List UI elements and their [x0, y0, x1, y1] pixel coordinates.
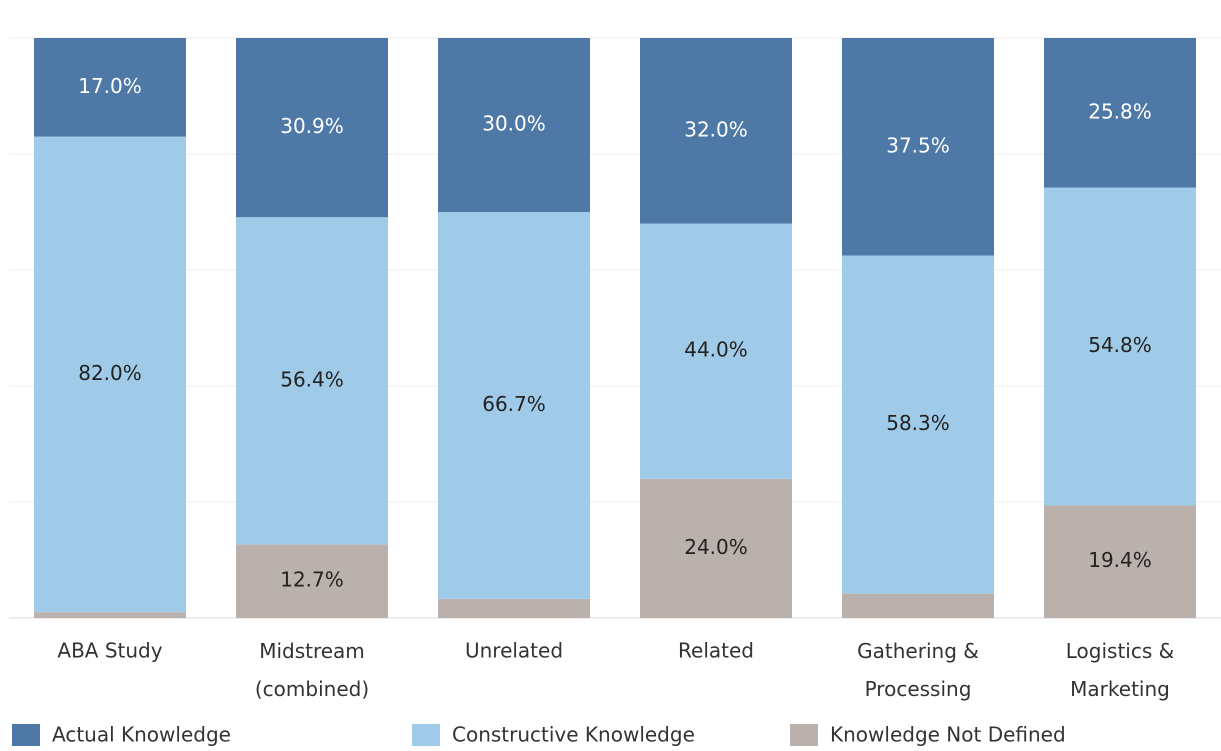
x-tick-label: Related [678, 639, 754, 663]
legend-swatch [12, 724, 40, 746]
data-label: 82.0% [78, 361, 142, 385]
data-label: 25.8% [1088, 99, 1152, 123]
bar-segment [34, 38, 186, 137]
legend-item: Knowledge Not Defined [790, 723, 1066, 747]
data-label: 56.4% [280, 367, 344, 391]
bar-segment [34, 612, 186, 618]
legend-swatch [790, 724, 818, 746]
bar-segment [438, 212, 590, 599]
data-label: 17.0% [78, 74, 142, 98]
x-tick-label: Unrelated [465, 639, 563, 663]
bar-segment [842, 38, 994, 256]
bar-segment [640, 478, 792, 618]
bar-segment [1044, 38, 1196, 188]
bar-segment [842, 593, 994, 618]
x-tick-label: Midstream (combined) [255, 639, 369, 701]
x-tick-label: Gathering & Processing [857, 639, 979, 701]
bar-segment [640, 223, 792, 479]
data-label: 12.7% [280, 568, 344, 592]
bar-segment [34, 136, 186, 613]
legend-item: Constructive Knowledge [412, 723, 695, 747]
bar-segment [1044, 505, 1196, 618]
legend-item: Actual Knowledge [12, 723, 231, 747]
legend-label: Constructive Knowledge [452, 723, 695, 747]
data-label: 19.4% [1088, 548, 1152, 572]
data-label: 44.0% [684, 338, 748, 362]
data-label: 32.0% [684, 117, 748, 141]
data-label: 54.8% [1088, 333, 1152, 357]
bar-segment [1044, 187, 1196, 506]
legend-label: Actual Knowledge [52, 723, 231, 747]
data-label: 37.5% [886, 133, 950, 157]
x-tick-label: ABA Study [57, 639, 162, 663]
bar-segment [236, 544, 388, 618]
bar-segment [438, 38, 590, 212]
data-label: 30.0% [482, 112, 546, 136]
legend-swatch [412, 724, 440, 746]
bar-segment [640, 38, 792, 224]
x-tick-label: Logistics & Marketing [1066, 639, 1174, 701]
bar-segment [236, 217, 388, 545]
data-label: 66.7% [482, 392, 546, 416]
legend-label: Knowledge Not Defined [830, 723, 1066, 747]
data-label: 24.0% [684, 535, 748, 559]
bar-segment [236, 38, 388, 218]
bar-segment [842, 255, 994, 594]
data-label: 30.9% [280, 114, 344, 138]
data-label: 58.3% [886, 411, 950, 435]
bar-segment [438, 598, 590, 618]
